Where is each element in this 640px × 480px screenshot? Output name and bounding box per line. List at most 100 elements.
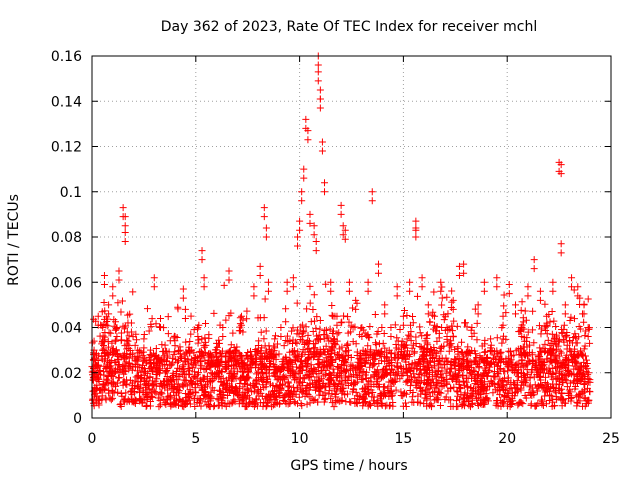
data-point	[412, 217, 420, 225]
data-point	[309, 306, 317, 314]
data-point	[524, 283, 532, 291]
data-point	[566, 337, 574, 345]
data-point	[553, 346, 561, 354]
data-point	[387, 350, 395, 358]
data-point	[262, 233, 270, 241]
data-point	[217, 392, 225, 400]
data-point	[566, 317, 574, 325]
data-point	[420, 344, 428, 352]
data-point	[293, 363, 301, 371]
data-point	[223, 380, 231, 388]
data-point	[551, 356, 559, 364]
data-point	[481, 336, 489, 344]
data-point	[115, 369, 123, 377]
data-point	[557, 170, 565, 178]
data-point	[424, 310, 432, 318]
data-point	[219, 324, 227, 331]
data-point	[438, 283, 446, 291]
data-point	[562, 360, 570, 368]
data-point	[202, 380, 210, 388]
data-point	[481, 348, 489, 356]
data-point	[328, 344, 336, 352]
data-point	[563, 341, 571, 349]
data-point	[121, 342, 129, 350]
data-point	[277, 324, 285, 331]
data-point	[123, 381, 131, 389]
data-point	[200, 374, 208, 382]
data-point	[479, 400, 487, 408]
data-point	[237, 321, 245, 329]
data-point	[415, 371, 423, 379]
data-point	[254, 368, 262, 376]
data-point	[508, 352, 516, 360]
data-point	[113, 333, 121, 341]
data-point	[399, 370, 407, 378]
data-point	[301, 339, 309, 347]
data-point	[582, 327, 590, 335]
axis-ticks	[91, 55, 612, 419]
data-point	[174, 372, 182, 380]
data-point	[171, 348, 179, 356]
data-point	[94, 352, 102, 360]
data-point	[239, 328, 247, 336]
data-point	[300, 174, 308, 182]
data-point	[471, 350, 479, 358]
data-point	[194, 369, 202, 377]
data-point	[235, 400, 243, 408]
data-point	[108, 378, 116, 386]
data-point	[368, 197, 376, 205]
data-point	[312, 247, 320, 255]
data-point	[417, 383, 425, 391]
data-point	[279, 393, 287, 401]
data-point	[253, 402, 261, 410]
data-point	[197, 364, 205, 372]
data-point	[203, 365, 211, 373]
data-point	[300, 165, 308, 173]
data-point	[248, 357, 256, 365]
data-point	[282, 305, 290, 313]
data-point	[327, 377, 335, 385]
data-point	[111, 337, 119, 345]
data-point	[418, 387, 426, 395]
data-points	[88, 52, 594, 411]
data-point	[284, 400, 292, 408]
data-point	[201, 343, 209, 351]
data-point	[399, 321, 407, 329]
data-point	[471, 305, 479, 313]
data-point	[382, 365, 390, 373]
data-point	[258, 369, 266, 377]
data-point	[433, 337, 441, 345]
data-point	[91, 383, 99, 391]
data-point	[455, 363, 463, 371]
data-point	[565, 390, 573, 398]
data-point	[353, 400, 361, 408]
data-point	[337, 210, 345, 218]
data-point	[424, 376, 432, 384]
data-point	[419, 353, 427, 361]
data-point	[490, 361, 498, 369]
data-point	[543, 330, 551, 338]
data-point	[135, 363, 143, 371]
data-point	[443, 324, 451, 331]
data-point	[271, 332, 279, 340]
data-point	[457, 348, 465, 356]
data-point	[158, 357, 166, 365]
data-point	[252, 355, 260, 363]
data-point	[452, 359, 460, 367]
data-point	[584, 378, 592, 386]
data-point	[460, 260, 468, 268]
data-point	[367, 346, 375, 354]
data-point	[534, 382, 542, 390]
data-point	[111, 368, 119, 376]
data-point	[534, 399, 542, 407]
data-point	[493, 274, 501, 282]
data-point	[477, 396, 485, 404]
data-point	[152, 389, 160, 397]
data-point	[494, 380, 502, 388]
data-point	[101, 333, 109, 341]
data-point	[186, 376, 194, 384]
data-point	[264, 287, 272, 295]
data-point	[321, 396, 329, 404]
data-point	[109, 283, 117, 291]
data-point	[533, 387, 541, 395]
